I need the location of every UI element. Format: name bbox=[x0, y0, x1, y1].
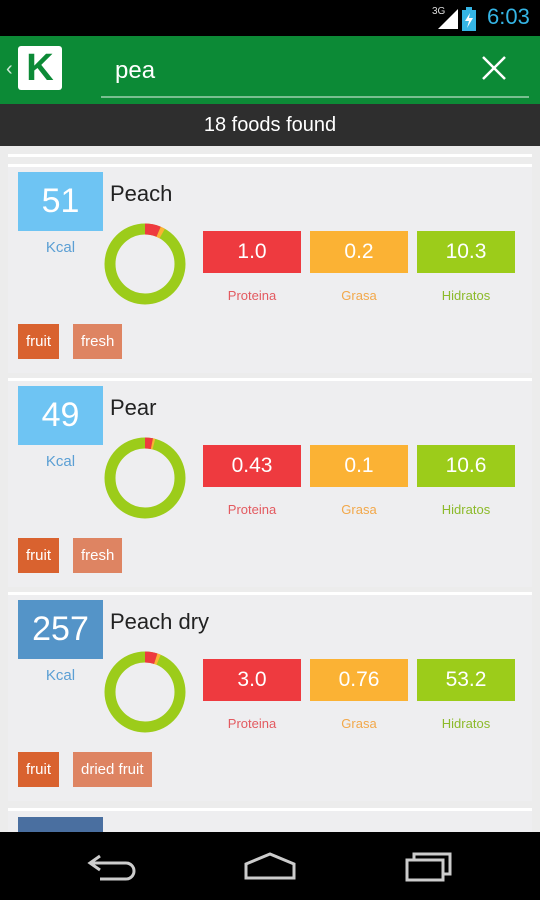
macro-donut-chart bbox=[104, 437, 186, 519]
status-time: 6:03 bbox=[487, 4, 530, 29]
carbs-value: 53.2 bbox=[417, 659, 515, 701]
carbs-value: 10.6 bbox=[417, 445, 515, 487]
macro-donut-chart bbox=[104, 651, 186, 733]
fat-label: Grasa bbox=[341, 716, 377, 731]
back-chevron-icon[interactable]: ‹ bbox=[6, 58, 13, 80]
protein-value: 3.0 bbox=[203, 659, 301, 701]
tag-fruit[interactable]: fruit bbox=[18, 752, 60, 787]
fat-value: 0.76 bbox=[310, 659, 408, 701]
carbs-label: Hidratos bbox=[441, 502, 491, 517]
tag-fruit[interactable]: fruit bbox=[18, 324, 60, 359]
home-icon[interactable] bbox=[242, 850, 298, 882]
food-card-partial[interactable] bbox=[8, 808, 532, 835]
protein-label: Proteina bbox=[227, 502, 277, 517]
navigation-bar bbox=[0, 832, 540, 900]
carbs-label: Hidratos bbox=[441, 288, 491, 303]
close-icon[interactable] bbox=[480, 54, 508, 82]
kcal-box-partial bbox=[18, 817, 103, 835]
battery-icon bbox=[462, 7, 476, 31]
status-bar: 3G 6:03 bbox=[0, 0, 540, 36]
kcal-value: 257 bbox=[18, 600, 103, 659]
recents-icon[interactable] bbox=[404, 850, 454, 882]
kcal-value: 49 bbox=[18, 386, 103, 445]
list-top-divider bbox=[8, 154, 532, 157]
results-count: 18 foods found bbox=[0, 104, 540, 146]
signal-icon bbox=[438, 9, 458, 29]
macro-donut-chart bbox=[104, 223, 186, 305]
search-input[interactable] bbox=[115, 54, 455, 88]
carbs-value: 10.3 bbox=[417, 231, 515, 273]
kcal-unit: Kcal bbox=[45, 453, 76, 470]
fat-value: 0.2 bbox=[310, 231, 408, 273]
fat-label: Grasa bbox=[341, 288, 377, 303]
kcal-value: 51 bbox=[18, 172, 103, 231]
carbs-label: Hidratos bbox=[441, 716, 491, 731]
food-card-peach-dry[interactable]: 257 Kcal Peach dry 3.0 0.76 53.2 Protein… bbox=[8, 592, 532, 801]
app-logo-icon[interactable]: K bbox=[18, 46, 62, 90]
protein-value: 0.43 bbox=[203, 445, 301, 487]
food-name: Pear bbox=[110, 395, 157, 420]
tag-dried-fruit[interactable]: dried fruit bbox=[73, 752, 152, 787]
food-card-peach[interactable]: 51 Kcal Peach 1.0 0.2 10.3 Proteina Gras… bbox=[8, 164, 532, 373]
network-type: 3G bbox=[432, 6, 446, 17]
kcal-unit: Kcal bbox=[45, 667, 76, 684]
food-card-pear[interactable]: 49 Kcal Pear 0.43 0.1 10.6 Proteina Gras… bbox=[8, 378, 532, 587]
fat-value: 0.1 bbox=[310, 445, 408, 487]
tag-fruit[interactable]: fruit bbox=[18, 538, 60, 573]
protein-value: 1.0 bbox=[203, 231, 301, 273]
protein-label: Proteina bbox=[227, 716, 277, 731]
food-name: Peach bbox=[110, 181, 173, 206]
search-box bbox=[101, 46, 529, 98]
protein-label: Proteina bbox=[227, 288, 277, 303]
kcal-unit: Kcal bbox=[45, 239, 76, 256]
fat-label: Grasa bbox=[341, 502, 377, 517]
tag-fresh[interactable]: fresh bbox=[73, 324, 123, 359]
tag-fresh[interactable]: fresh bbox=[73, 538, 123, 573]
back-arrow-icon[interactable] bbox=[86, 850, 140, 882]
food-name: Peach dry bbox=[110, 609, 210, 634]
